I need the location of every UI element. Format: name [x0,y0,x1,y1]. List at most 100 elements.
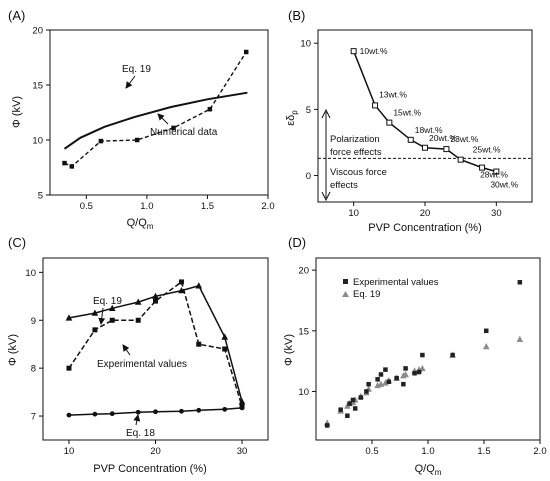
panel-a-eq19-arrow [125,75,136,89]
panel-b-point [407,136,414,143]
panel-d-x-tick-label: 2.0 [533,446,546,457]
panel-d-experimental-point [352,406,358,411]
panel-d-experimental-point [483,328,489,334]
panel-d-y-tick-label: 20 [298,266,309,277]
panel-b-effects-arrow-head-up [321,108,331,119]
panel-b-point [372,102,379,109]
panel-a-xlabel-sub: m [147,222,154,231]
panel-a-x-tick-label: 1.5 [201,201,214,212]
panel-b-point [443,146,450,153]
panel-c-experimental-point [178,279,184,285]
panel-d-experimental-point [386,379,392,385]
panel-b-annotation-polarization-line2: force effects [330,147,382,158]
panel-c-eq19-arrow [98,307,106,325]
panel-c-series-label-eq19: Eq. 19 [93,296,122,307]
panel-b-axes: 10 20 30 0 5 10 [300,39,501,219]
panel-c-eq18-arrow [133,414,141,426]
panel-c-eq19-point [238,398,246,405]
panel-c-eq18-point [196,407,202,413]
panel-c-eq19-point [195,282,203,289]
panel-a-y-tick-label: 5 [38,191,43,202]
panel-d-eq19-point [402,370,409,378]
panel-b-y-tick-label: 10 [300,39,311,50]
panel-d-eq19-point [482,342,490,350]
panel-b-ylabel-main: εδ [285,115,297,126]
panel-b-point-label: 15wt.% [393,108,421,118]
panel-b-x-tick-label: 20 [420,208,431,219]
panel-a-series-label-eq19: Eq. 19 [122,64,151,75]
panel-d-eq19-point [382,379,389,386]
panel-b-point-label: 13wt.% [379,89,407,99]
panel-b-point [479,164,486,171]
panel-d-experimental-point [401,381,406,387]
panel-a-x-tick-label: 0.5 [80,201,93,212]
panel-d-experimental-point [324,423,330,428]
panel-c-eq19-point [65,314,73,321]
panel-b-point [457,156,464,163]
panel-b-point-label: 28wt.% [480,170,508,180]
panel-c-eq18-point [239,405,245,411]
panel-b-point-label: 18wt.% [415,125,443,135]
panel-b-x-tick-label: 10 [348,208,359,219]
panel-d-axes: 0.5 1.0 1.5 2.0 10 15 20 [298,266,546,457]
panel-c-y-tick-label: 7 [31,412,36,423]
panel-d-experimental-point [366,381,371,387]
panel-a-x-tick-label: 2.0 [261,201,274,212]
panel-c-x-tick-label: 30 [237,446,248,457]
panel-d-legend: Experimental values Eq. 19 [342,277,439,300]
chart-panel-a: (A) 0.5 1.0 1.5 2.0 5 10 15 20 Φ (kV) Q/Qm Eq. … [8,8,275,231]
panel-c-eq18-point [66,412,72,418]
panel-c-xlabel: PVP Concentration (%) [93,463,207,475]
panel-a-numerical-point [134,137,140,143]
panel-c-eq19-point [221,333,229,340]
panel-c-eq19-point [178,286,185,294]
panel-d-marks [323,280,524,428]
panel-a-numerical-line [64,51,247,168]
panel-d-xlabel-main: Q/Q [415,463,436,475]
panel-d-xlabel-sub: m [435,468,442,477]
panel-b-point [493,168,500,175]
panel-a-numerical-point [69,164,75,169]
panel-a-y-tick-label: 15 [32,81,43,92]
panel-b-point [422,144,428,151]
panel-d-experimental-point [378,372,384,377]
panel-b-point-label: 23wt.% [450,134,478,144]
panel-d-experimental-point [420,352,425,358]
panel-c-experimental-point [66,365,72,371]
panel-b-point [386,119,393,126]
panel-c-experimental-point [92,327,98,333]
panel-a-numerical-point [243,49,249,55]
panel-a-numerical-point [171,125,176,131]
panel-a-xlabel-main: Q/Q [127,217,148,229]
panel-d-experimental-point [375,377,380,382]
panel-d-xlabel: Q/Qm [415,463,442,477]
panel-d-x-tick-label: 1.5 [477,446,490,457]
panel-d-y-tick-label: 10 [298,387,309,398]
panel-b-ylabel-sub: p [290,110,299,115]
panel-d-experimental-point [347,401,352,406]
panel-d-eq19-point [516,335,524,342]
panel-b-annotation-polarization: Polarization force effects [330,134,382,158]
panel-d-x-tick-label: 0.5 [365,446,378,457]
panel-b-point-label: 30wt.% [490,180,518,190]
panel-c-y-tick-label: 10 [25,268,36,279]
panel-a-series-label-numerical: Numerical data [150,127,218,138]
panel-c-eq18-point [153,409,158,415]
panel-a-numerical-point [98,138,104,144]
panel-c-x-tick-label: 10 [64,446,75,457]
panel-b-x-tick-label: 30 [491,208,502,219]
panel-b-y-tick-label: 5 [306,105,311,116]
panel-a-axes: 0.5 1.0 1.5 2.0 5 10 15 20 [32,26,274,213]
panel-a-x-tick-label: 1.0 [140,201,153,212]
panel-b-point [350,48,357,55]
panel-b-y-tick-label: 0 [306,171,311,182]
panel-d-y-tick-label: 15 [298,326,309,337]
panel-d-eq19-point [419,364,426,372]
panel-c-axes: 10 20 30 7 8 9 10 [25,268,247,457]
panel-b-marks: 10wt.% 13wt.% 15wt.% 18wt.%20wt.%23wt.%25wt… [318,46,532,190]
panel-b-point-label: 25wt.% [473,145,501,155]
panel-a-numerical-point [207,106,213,112]
panel-a-plot-frame [49,29,269,196]
panel-d-experimental-point [403,366,408,371]
